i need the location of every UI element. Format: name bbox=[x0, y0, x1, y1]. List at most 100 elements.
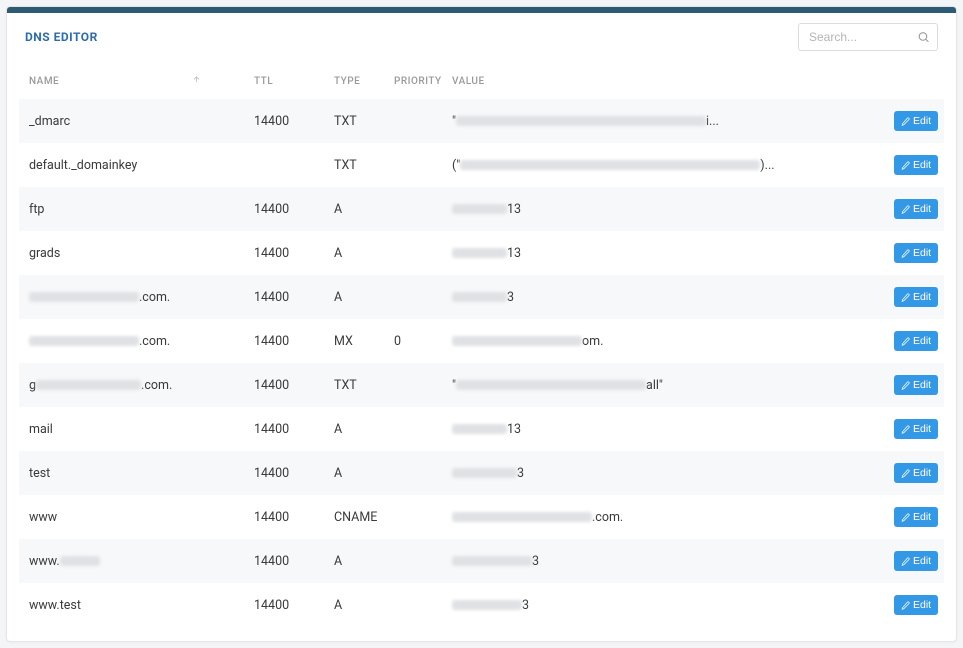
redacted-text: x bbox=[452, 202, 507, 217]
edit-icon bbox=[901, 557, 910, 566]
cell-value: x3 bbox=[442, 539, 884, 583]
edit-icon bbox=[901, 425, 910, 434]
redacted-text: x bbox=[460, 158, 760, 173]
table-row: default._domainkey TXT ("x)... Edit bbox=[19, 143, 944, 187]
col-name[interactable]: NAME bbox=[19, 61, 244, 99]
cell-type: A bbox=[324, 583, 384, 627]
table-row: x.com.14400MX0xom. Edit bbox=[19, 319, 944, 363]
table-row: _dmarc14400TXT "xi... Edit bbox=[19, 99, 944, 143]
cell-name: x.com. bbox=[19, 319, 244, 363]
col-value[interactable]: VALUE bbox=[442, 61, 884, 99]
cell-name: test bbox=[19, 451, 244, 495]
redacted-text: x bbox=[452, 290, 507, 305]
cell-value: x3 bbox=[442, 583, 884, 627]
cell-ttl: 14400 bbox=[244, 319, 324, 363]
edit-icon bbox=[901, 293, 910, 302]
table-row: www14400CNAMEx.com.Edit bbox=[19, 495, 944, 539]
cell-type: TXT bbox=[324, 143, 384, 187]
col-actions bbox=[884, 61, 944, 99]
cell-value: x13 bbox=[442, 231, 884, 275]
cell-value: "xi... bbox=[442, 99, 884, 143]
edit-icon bbox=[901, 381, 910, 390]
redacted-text: x bbox=[29, 290, 139, 305]
cell-priority bbox=[384, 407, 442, 451]
cell-value: "xall" bbox=[442, 363, 884, 407]
edit-icon bbox=[901, 249, 910, 258]
edit-button[interactable]: Edit bbox=[894, 287, 938, 307]
cell-actions: Edit bbox=[884, 495, 944, 539]
table-row: test14400Ax3Edit bbox=[19, 451, 944, 495]
edit-button[interactable]: Edit bbox=[894, 331, 938, 351]
cell-ttl: 14400 bbox=[244, 583, 324, 627]
col-priority[interactable]: PRIORITY bbox=[384, 61, 442, 99]
table-row: mail14400Ax13Edit bbox=[19, 407, 944, 451]
col-ttl[interactable]: TTL bbox=[244, 61, 324, 99]
cell-priority bbox=[384, 363, 442, 407]
redacted-text: x bbox=[60, 554, 100, 569]
col-type[interactable]: TYPE bbox=[324, 61, 384, 99]
edit-button[interactable]: Edit bbox=[894, 419, 938, 439]
cell-ttl: 14400 bbox=[244, 451, 324, 495]
cell-actions: Edit bbox=[884, 539, 944, 583]
cell-name: _dmarc bbox=[19, 99, 244, 143]
redacted-text: x bbox=[452, 334, 582, 349]
cell-value: ("x)... bbox=[442, 143, 884, 187]
cell-priority bbox=[384, 275, 442, 319]
edit-button[interactable]: Edit bbox=[894, 155, 938, 175]
table-row: www.test14400Ax3Edit bbox=[19, 583, 944, 627]
cell-actions: Edit bbox=[884, 451, 944, 495]
redacted-text: x bbox=[452, 246, 507, 261]
cell-actions: Edit bbox=[884, 99, 944, 143]
edit-icon bbox=[901, 337, 910, 346]
edit-button[interactable]: Edit bbox=[894, 463, 938, 483]
cell-actions: Edit bbox=[884, 143, 944, 187]
edit-button[interactable]: Edit bbox=[894, 375, 938, 395]
sort-arrow-icon[interactable] bbox=[192, 75, 201, 84]
edit-button[interactable]: Edit bbox=[894, 507, 938, 527]
cell-name: gx.com. bbox=[19, 363, 244, 407]
dns-records-table: NAME TTL TYPE PRIORITY VALUE _dmarc14400… bbox=[19, 61, 944, 627]
cell-name: www.x bbox=[19, 539, 244, 583]
cell-type: A bbox=[324, 451, 384, 495]
cell-priority bbox=[384, 143, 442, 187]
edit-button[interactable]: Edit bbox=[894, 111, 938, 131]
edit-icon bbox=[901, 117, 910, 126]
redacted-text: x bbox=[452, 554, 532, 569]
cell-ttl: 14400 bbox=[244, 99, 324, 143]
edit-button[interactable]: Edit bbox=[894, 551, 938, 571]
cell-name: ftp bbox=[19, 187, 244, 231]
cell-type: A bbox=[324, 187, 384, 231]
redacted-text: x bbox=[456, 114, 706, 129]
cell-type: TXT bbox=[324, 99, 384, 143]
edit-button[interactable]: Edit bbox=[894, 595, 938, 615]
table-row: www.x14400Ax3Edit bbox=[19, 539, 944, 583]
cell-name: mail bbox=[19, 407, 244, 451]
cell-value: x13 bbox=[442, 187, 884, 231]
cell-ttl: 14400 bbox=[244, 231, 324, 275]
cell-ttl: 14400 bbox=[244, 539, 324, 583]
cell-ttl bbox=[244, 143, 324, 187]
cell-priority bbox=[384, 495, 442, 539]
dns-editor-panel: DNS EDITOR NAME bbox=[6, 6, 957, 642]
edit-button[interactable]: Edit bbox=[894, 243, 938, 263]
edit-icon bbox=[901, 513, 910, 522]
cell-type: MX bbox=[324, 319, 384, 363]
cell-priority: 0 bbox=[384, 319, 442, 363]
cell-priority bbox=[384, 451, 442, 495]
panel-title: DNS EDITOR bbox=[25, 30, 98, 44]
cell-ttl: 14400 bbox=[244, 495, 324, 539]
redacted-text: x bbox=[29, 334, 139, 349]
redacted-text: x bbox=[452, 466, 517, 481]
cell-actions: Edit bbox=[884, 319, 944, 363]
cell-ttl: 14400 bbox=[244, 187, 324, 231]
edit-icon bbox=[901, 469, 910, 478]
table-row: x.com.14400Ax3Edit bbox=[19, 275, 944, 319]
cell-value: x3 bbox=[442, 275, 884, 319]
redacted-text: x bbox=[452, 510, 592, 525]
cell-actions: Edit bbox=[884, 275, 944, 319]
cell-value: xom. bbox=[442, 319, 884, 363]
edit-button[interactable]: Edit bbox=[894, 199, 938, 219]
cell-name: x.com. bbox=[19, 275, 244, 319]
table-row: grads14400Ax13Edit bbox=[19, 231, 944, 275]
cell-name: default._domainkey bbox=[19, 143, 244, 187]
